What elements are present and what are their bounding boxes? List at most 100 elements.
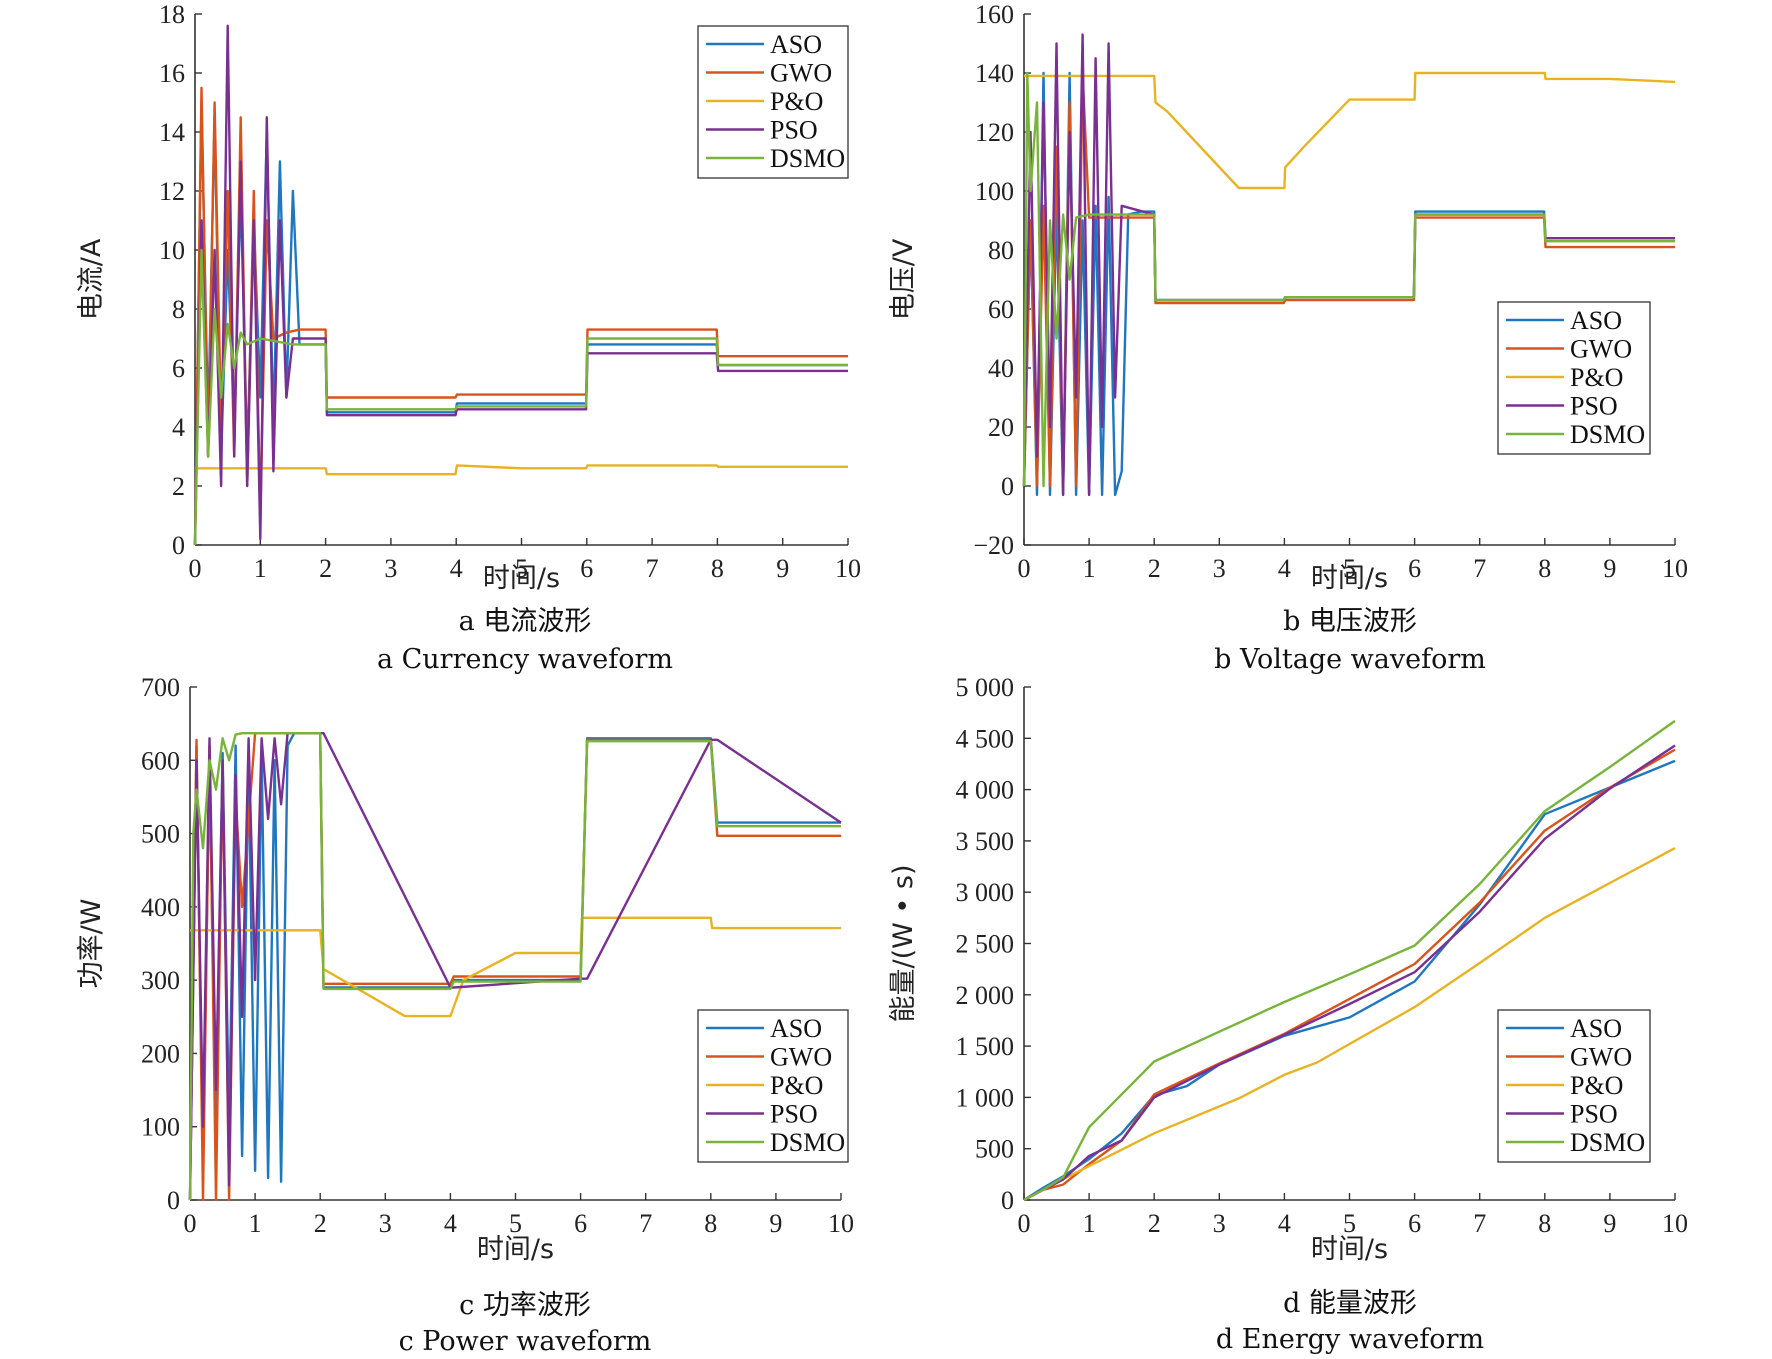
legend-label: DSMO: [770, 144, 845, 173]
y-tick-label: 2: [172, 472, 185, 501]
y-tick-label: 3 500: [956, 827, 1015, 856]
y-tick-label: 10: [159, 236, 185, 265]
y-tick-label: −20: [973, 531, 1014, 560]
y-tick-label: 4: [172, 413, 185, 442]
y-tick-label: 0: [172, 531, 185, 560]
current-chart: 0 1 2 3 4 5 6 7 8 9 10024681012141618时间/s电流/AASOGW…: [76, 0, 861, 675]
x-tick-label: 9: [769, 1209, 782, 1238]
legend-label: ASO: [770, 1014, 822, 1043]
y-tick-label: 120: [975, 118, 1014, 147]
legend-label: P&O: [770, 87, 823, 116]
x-tick-label: 1: [1083, 554, 1096, 583]
legend-label: P&O: [1570, 363, 1623, 392]
y-tick-label: 100: [141, 1113, 180, 1142]
legend-label: P&O: [770, 1071, 823, 1100]
y-tick-label: 12: [159, 177, 185, 206]
y-tick-label: 2 500: [956, 930, 1015, 959]
x-tick-label: 8: [704, 1209, 717, 1238]
x-tick-label: 4: [450, 554, 463, 583]
series-line-pso: [1023, 744, 1676, 1202]
y-tick-label: 160: [975, 0, 1014, 29]
x-tick-label: 1: [254, 554, 267, 583]
legend-label: DSMO: [770, 1128, 845, 1157]
y-tick-label: 40: [988, 354, 1014, 383]
legend-label: ASO: [1570, 306, 1622, 335]
x-tick-label: 2: [314, 1209, 327, 1238]
x-axis-label: 时间/s: [477, 1234, 554, 1265]
x-tick-label: 6: [1408, 1209, 1421, 1238]
series-line-pando: [1023, 847, 1676, 1202]
plot-area: [1023, 719, 1676, 1202]
x-tick-label: 7: [646, 554, 659, 583]
y-tick-label: 4 000: [956, 776, 1015, 805]
legend-label: GWO: [770, 1043, 832, 1072]
y-tick-label: 0: [167, 1186, 180, 1215]
y-tick-label: 18: [159, 0, 185, 29]
caption-cn: a 电流波形: [459, 606, 592, 637]
x-tick-label: 6: [1408, 554, 1421, 583]
plot-area: [188, 732, 842, 1202]
x-tick-label: 9: [1603, 1209, 1616, 1238]
x-tick-label: 0: [1018, 1209, 1031, 1238]
legend-label: PSO: [1570, 392, 1618, 421]
x-tick-label: 8: [1538, 1209, 1551, 1238]
series-line-dsmo: [1023, 719, 1676, 1202]
x-tick-label: 10: [835, 554, 861, 583]
y-tick-label: 140: [975, 59, 1014, 88]
y-tick-label: 2 000: [956, 981, 1015, 1010]
y-tick-label: 300: [141, 966, 180, 995]
x-axis-label: 时间/s: [1311, 1234, 1388, 1265]
x-tick-label: 0: [189, 554, 202, 583]
y-tick-label: 100: [975, 177, 1014, 206]
plot-area: [193, 24, 848, 546]
caption-cn: d 能量波形: [1283, 1288, 1417, 1319]
series-line-pando: [190, 916, 841, 1018]
series-line-dsmo: [1022, 71, 1675, 488]
caption-en: d Energy waveform: [1216, 1324, 1484, 1355]
y-tick-label: 20: [988, 413, 1014, 442]
x-tick-label: 2: [1148, 554, 1161, 583]
x-tick-label: 6: [580, 554, 593, 583]
caption-en: b Voltage waveform: [1214, 644, 1486, 675]
legend-label: DSMO: [1570, 1128, 1645, 1157]
power-chart: 0 1 2 3 4 5 6 7 8 9 100100200300400500600700时间/s功率…: [76, 673, 854, 1357]
x-tick-label: 2: [319, 554, 332, 583]
x-tick-label: 10: [1662, 1209, 1688, 1238]
x-tick-label: 1: [249, 1209, 262, 1238]
x-tick-label: 9: [776, 554, 789, 583]
x-tick-label: 4: [1278, 554, 1291, 583]
x-tick-label: 7: [1473, 554, 1486, 583]
y-tick-label: 80: [988, 236, 1014, 265]
caption-en: c Power waveform: [399, 1326, 652, 1357]
y-tick-label: 200: [141, 1039, 180, 1068]
x-tick-label: 8: [1538, 554, 1551, 583]
x-tick-label: 3: [379, 1209, 392, 1238]
x-tick-label: 4: [444, 1209, 457, 1238]
series-line-dsmo: [193, 248, 848, 546]
x-tick-label: 3: [1213, 1209, 1226, 1238]
y-tick-label: 4 500: [956, 724, 1015, 753]
series-line-pando: [1024, 71, 1676, 190]
plot-area: [1022, 33, 1676, 497]
x-axis-label: 时间/s: [1311, 563, 1388, 594]
y-tick-label: 5 000: [956, 673, 1015, 702]
legend-label: ASO: [1570, 1014, 1622, 1043]
y-axis-label: 功率/W: [76, 899, 107, 989]
legend-label: GWO: [1570, 1043, 1632, 1072]
x-tick-label: 8: [711, 554, 724, 583]
y-axis-label: 电压/V: [888, 238, 919, 320]
y-tick-label: 500: [141, 820, 180, 849]
y-tick-label: 600: [141, 746, 180, 775]
y-tick-label: 14: [159, 118, 185, 147]
y-tick-label: 0: [1001, 472, 1014, 501]
series-line-gwo: [1022, 71, 1675, 488]
x-tick-label: 3: [384, 554, 397, 583]
x-tick-label: 2: [1148, 1209, 1161, 1238]
y-tick-label: 1 500: [956, 1032, 1015, 1061]
y-axis-label: 电流/A: [76, 238, 107, 320]
x-tick-label: 0: [1018, 554, 1031, 583]
legend-label: DSMO: [1570, 420, 1645, 449]
